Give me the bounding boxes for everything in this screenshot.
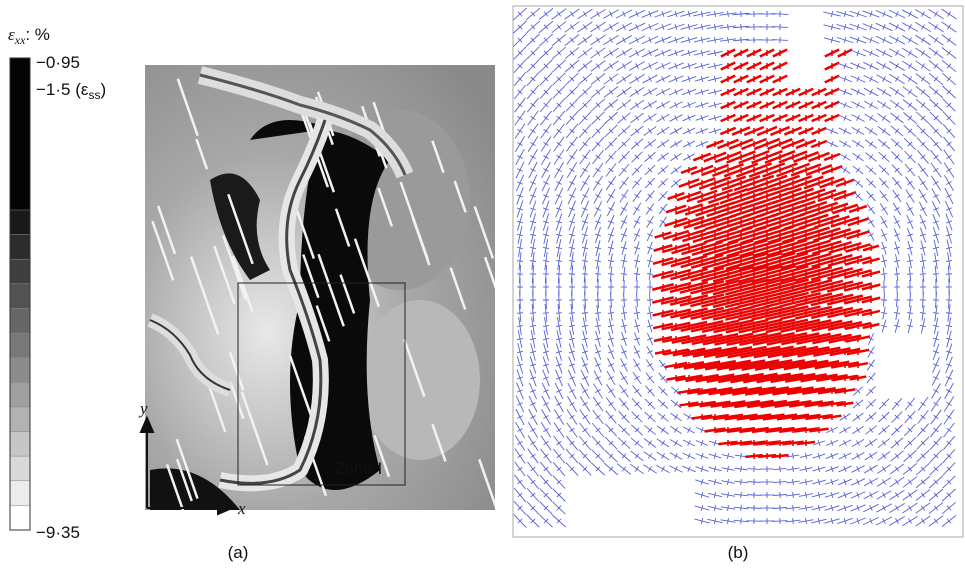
strain-vector-blue	[933, 274, 939, 275]
colorbar-band	[10, 481, 30, 506]
colorbar-band	[10, 382, 30, 407]
colorbar-band	[10, 456, 30, 481]
strain-vector-blue	[647, 300, 653, 301]
colorbar-band	[10, 358, 30, 383]
strain-vector-blue	[530, 313, 536, 314]
colorbar-title: εxx: %	[8, 25, 50, 47]
colorbar-band	[10, 505, 30, 530]
strain-vector-blue	[920, 274, 926, 275]
strain-vector-blue	[543, 313, 549, 314]
zone-label: Zone I	[334, 459, 382, 478]
strain-vector-blue	[741, 518, 742, 524]
caption-b: (b)	[728, 543, 749, 562]
colorbar-ss-label: −1·5 (εss)	[36, 80, 106, 102]
colorbar-band	[10, 432, 30, 457]
strain-vector-blue	[881, 300, 887, 301]
strain-vector-blue	[946, 274, 952, 275]
axis-x-label: x	[237, 499, 246, 518]
colorbar-band	[10, 58, 30, 210]
axis-y-label: y	[138, 399, 148, 418]
strain-vector-blue	[741, 24, 742, 30]
strain-vector-blue	[608, 274, 614, 275]
strain-vector-blue	[741, 11, 742, 17]
strain-vector-blue	[595, 274, 601, 275]
colorbar-min-label: −9·35	[36, 523, 80, 542]
strain-map	[145, 65, 505, 543]
strain-vector-blue	[517, 313, 523, 314]
colorbar-band	[10, 308, 30, 333]
colorbar-band	[10, 259, 30, 284]
colorbar-band	[10, 284, 30, 309]
colorbar	[10, 58, 30, 530]
colorbar-band	[10, 235, 30, 260]
colorbar-band	[10, 210, 30, 235]
caption-a: (a)	[228, 543, 249, 562]
strain-vector-blue	[582, 274, 588, 275]
colorbar-max-label: −0·95	[36, 53, 80, 72]
strain-vector-blue	[741, 37, 742, 43]
colorbar-band	[10, 333, 30, 358]
colorbar-band	[10, 407, 30, 432]
strain-vector-blue	[780, 466, 781, 472]
